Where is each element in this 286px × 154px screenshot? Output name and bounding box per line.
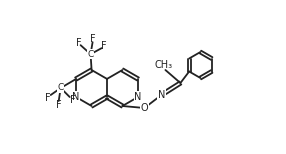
Text: F: F — [45, 93, 51, 103]
Text: F: F — [56, 100, 61, 110]
Text: F: F — [90, 34, 96, 44]
Text: C: C — [57, 83, 64, 93]
Text: F: F — [76, 38, 82, 48]
Text: C: C — [88, 50, 94, 59]
Text: N: N — [134, 92, 142, 102]
Text: F: F — [101, 41, 106, 51]
Text: F: F — [70, 95, 76, 105]
Text: N: N — [72, 92, 80, 102]
Text: O: O — [141, 103, 148, 113]
Text: CH₃: CH₃ — [154, 60, 172, 70]
Text: N: N — [158, 90, 165, 100]
